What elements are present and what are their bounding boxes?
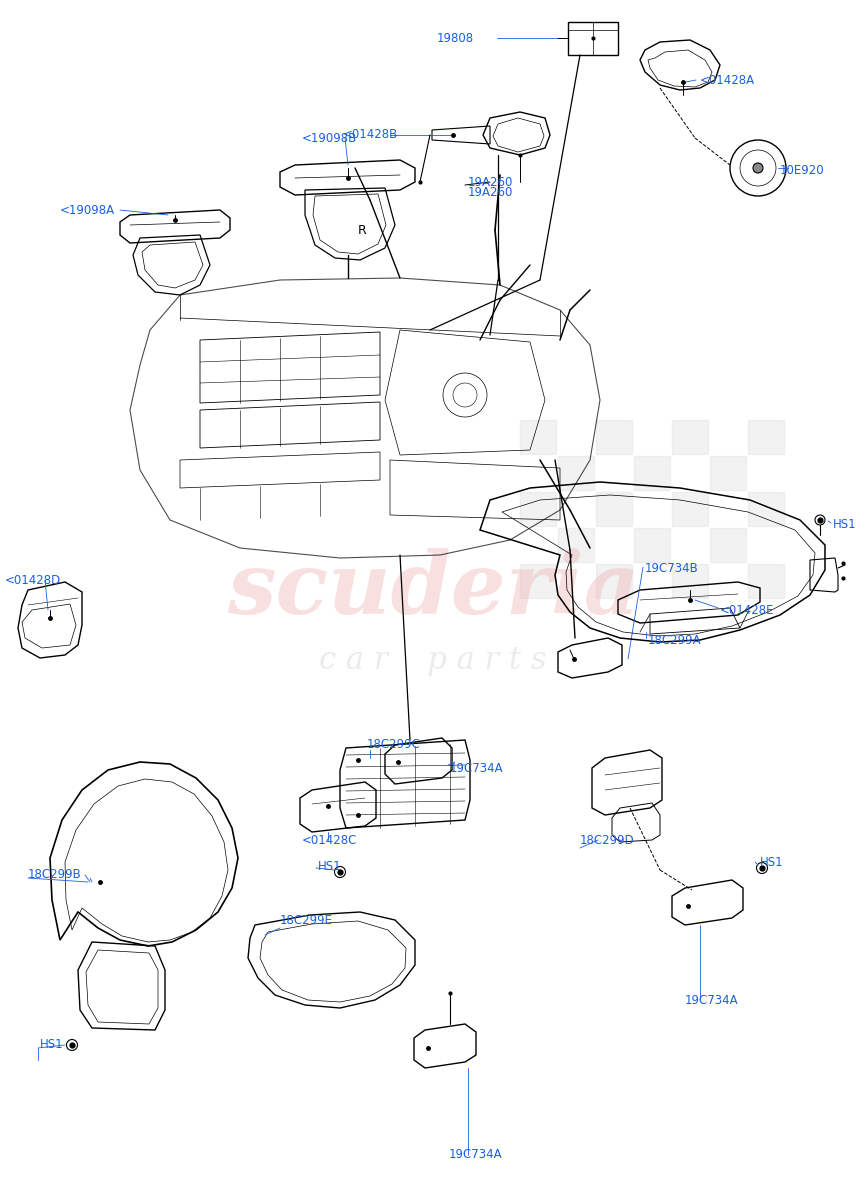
Text: <01428D: <01428D [5, 574, 61, 587]
Text: 18C299E: 18C299E [280, 913, 333, 926]
Text: 18C299C: 18C299C [367, 738, 421, 751]
Text: 19808: 19808 [437, 31, 474, 44]
Text: HS1: HS1 [318, 860, 341, 874]
Text: scuderia: scuderia [227, 548, 639, 631]
Text: HS1: HS1 [40, 1038, 63, 1051]
Bar [520, 492, 556, 526]
Text: <01428E: <01428E [720, 604, 774, 617]
Circle shape [753, 163, 763, 173]
Bar [672, 420, 708, 454]
Text: R: R [358, 223, 366, 236]
Bar [596, 492, 632, 526]
Text: <19098B: <19098B [302, 132, 358, 144]
Bar [634, 528, 670, 562]
Bar [672, 492, 708, 526]
Text: <01428A: <01428A [700, 73, 755, 86]
Text: 19C734A: 19C734A [449, 1148, 502, 1162]
Text: 19C734A: 19C734A [450, 762, 504, 774]
Text: HS1: HS1 [760, 856, 784, 869]
Bar [748, 420, 784, 454]
Bar [748, 564, 784, 598]
Text: 19C734B: 19C734B [645, 562, 699, 575]
Text: 18C299B: 18C299B [28, 869, 81, 882]
Bar [596, 420, 632, 454]
Text: c a r    p a r t s: c a r p a r t s [320, 644, 546, 676]
Bar [596, 564, 632, 598]
Bar [710, 528, 746, 562]
Bar [520, 420, 556, 454]
Bar [558, 456, 594, 490]
Text: <01428C: <01428C [302, 834, 358, 846]
Text: HS1: HS1 [833, 518, 856, 532]
Text: 19C734A: 19C734A [685, 994, 739, 1007]
Bar [558, 528, 594, 562]
Bar [634, 456, 670, 490]
Text: 18C299A: 18C299A [648, 634, 701, 647]
Text: <01428B: <01428B [343, 128, 398, 142]
Bar [710, 456, 746, 490]
Bar [748, 492, 784, 526]
Bar [672, 564, 708, 598]
Bar [520, 564, 556, 598]
Text: 19A260: 19A260 [468, 175, 514, 188]
Text: 18C299D: 18C299D [580, 834, 635, 846]
Text: <19098A: <19098A [60, 204, 115, 216]
Text: 19A260: 19A260 [468, 186, 514, 198]
Text: 10E920: 10E920 [780, 163, 824, 176]
